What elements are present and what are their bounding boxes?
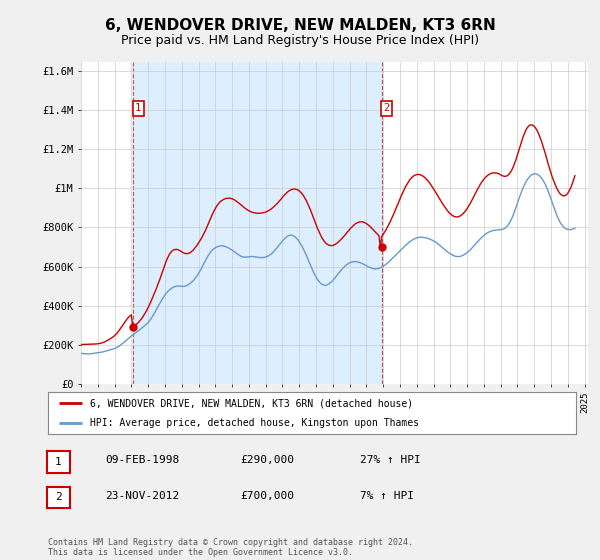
Text: HPI: Average price, detached house, Kingston upon Thames: HPI: Average price, detached house, King…	[90, 418, 419, 428]
Text: 27% ↑ HPI: 27% ↑ HPI	[360, 455, 421, 465]
Text: Price paid vs. HM Land Registry's House Price Index (HPI): Price paid vs. HM Land Registry's House …	[121, 34, 479, 47]
Text: 6, WENDOVER DRIVE, NEW MALDEN, KT3 6RN: 6, WENDOVER DRIVE, NEW MALDEN, KT3 6RN	[104, 18, 496, 32]
Text: Contains HM Land Registry data © Crown copyright and database right 2024.
This d: Contains HM Land Registry data © Crown c…	[48, 538, 413, 557]
Text: 1: 1	[55, 457, 62, 467]
Text: 1: 1	[135, 103, 142, 113]
Text: 7% ↑ HPI: 7% ↑ HPI	[360, 491, 414, 501]
Text: £290,000: £290,000	[240, 455, 294, 465]
Text: 09-FEB-1998: 09-FEB-1998	[105, 455, 179, 465]
Text: 2: 2	[383, 103, 389, 113]
Text: 2: 2	[55, 492, 62, 502]
Text: £700,000: £700,000	[240, 491, 294, 501]
Bar	[133, 62, 382, 384]
Text: 6, WENDOVER DRIVE, NEW MALDEN, KT3 6RN (detached house): 6, WENDOVER DRIVE, NEW MALDEN, KT3 6RN (…	[90, 398, 413, 408]
Text: 23-NOV-2012: 23-NOV-2012	[105, 491, 179, 501]
